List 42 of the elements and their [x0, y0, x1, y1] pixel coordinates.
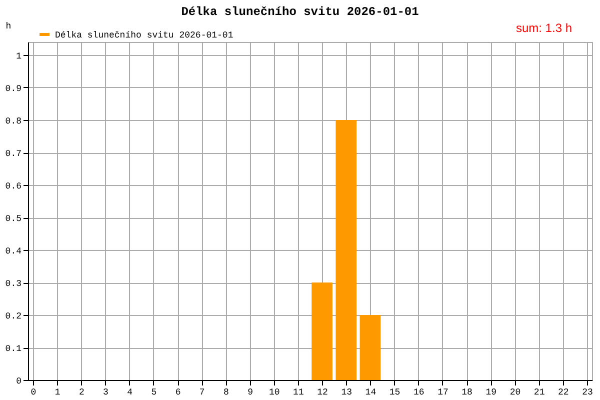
x-tick-label: 12	[317, 388, 328, 398]
x-tick-label: 8	[223, 388, 229, 398]
x-tick-label: 1	[54, 388, 60, 398]
x-tick-label: 3	[103, 388, 108, 398]
x-tick-label: 9	[248, 388, 253, 398]
x-tick-label: 19	[486, 388, 497, 398]
y-tick-label: 0	[16, 376, 22, 386]
y-tick-label: 0.7	[5, 149, 22, 159]
y-tick-label: 0.6	[5, 182, 22, 192]
x-tick-label: 20	[510, 388, 521, 398]
bar	[336, 120, 357, 380]
y-axis-title: h	[6, 22, 12, 32]
x-tick-label: 11	[293, 388, 304, 398]
x-tick-label: 13	[341, 388, 352, 398]
x-tick-label: 6	[175, 388, 181, 398]
x-tick-label: 17	[438, 388, 448, 398]
x-tick-label: 18	[462, 388, 472, 398]
x-tick-label: 16	[413, 388, 424, 398]
x-tick-label: 10	[268, 388, 280, 398]
x-tick-label: 15	[389, 388, 400, 398]
x-tick-label: 7	[199, 388, 205, 398]
text: sum: 1.3 h	[516, 21, 572, 35]
y-tick-label: 0.2	[5, 312, 22, 322]
x-tick-label: 4	[127, 388, 133, 398]
x-tick-label: 23	[582, 388, 593, 398]
x-tick-label: 22	[558, 388, 569, 398]
y-tick-label: 0.8	[5, 116, 22, 126]
x-tick-label: 5	[151, 388, 157, 398]
x-tick-label: 0	[30, 388, 36, 398]
y-tick-label: 0.9	[5, 84, 22, 94]
x-tick-label: 2	[78, 388, 84, 398]
y-tick-label: 0.1	[5, 344, 22, 354]
legend-label: Délka slunečního svitu 2026-01-01	[55, 30, 234, 40]
y-tick-label: 0.3	[5, 279, 22, 289]
bar	[312, 282, 332, 380]
x-tick-label: 21	[534, 388, 545, 398]
bar	[360, 315, 381, 380]
y-tick-label: 1	[16, 52, 22, 62]
x-tick-label: 14	[365, 388, 376, 398]
y-tick-label: 0.4	[5, 246, 22, 256]
chart-title: Délka slunečního svitu 2026-01-01	[181, 5, 419, 19]
y-tick-label: 0.5	[5, 214, 22, 224]
